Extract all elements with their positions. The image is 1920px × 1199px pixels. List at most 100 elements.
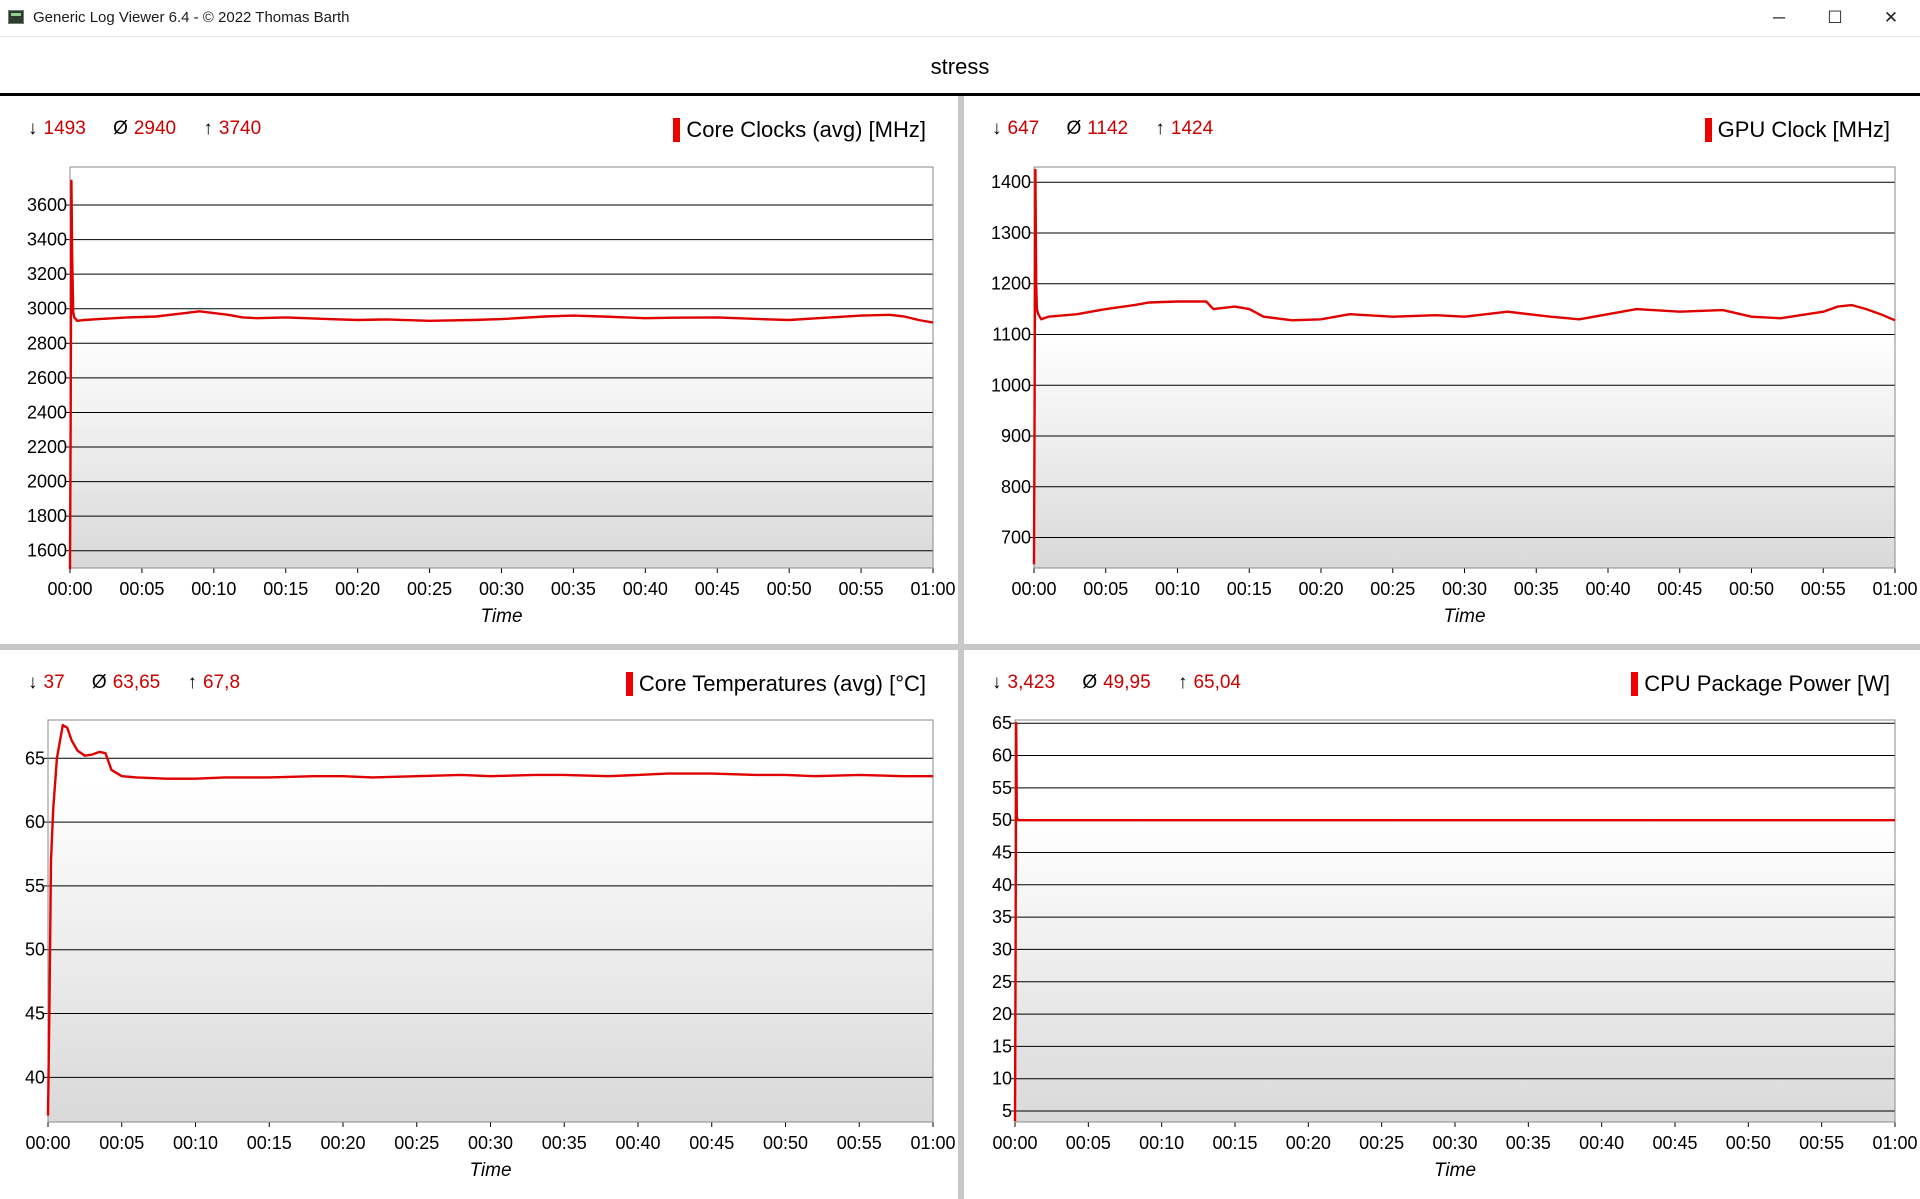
plot-border (47, 719, 934, 1123)
y-tick-label: 1800 (27, 506, 67, 526)
y-tick-label: 40 (992, 875, 1012, 895)
y-tick-label: 1000 (991, 375, 1031, 395)
chart-panel-core-temps: ↓ 37 Ø 63,65 ↑ 67,8 Core Temperatures (avg)… (0, 650, 958, 1198)
chart-svg[interactable]: 1600 1800 2000 2200 2400 2600 2800 3000 3200 3400… (0, 96, 958, 644)
x-tick-label: 00:50 (1729, 579, 1774, 599)
x-tick-label: 00:10 (173, 1133, 218, 1153)
series-line (1032, 168, 1896, 565)
chart-title-text: GPU Clock [MHz] (1717, 117, 1890, 142)
x-tick-label: 00:20 (1298, 579, 1343, 599)
max-arrow-icon: ↑ (187, 672, 198, 693)
x-tick-label: 00:30 (468, 1133, 513, 1153)
x-tick-label: 00:55 (1801, 579, 1846, 599)
close-button[interactable]: ✕ (1883, 8, 1899, 27)
x-tick-label: 00:15 (247, 1133, 292, 1153)
x-tick-label: 00:20 (1286, 1133, 1331, 1153)
y-tick-label: 40 (25, 1067, 45, 1087)
stat-avg: 49,95 (1103, 672, 1151, 693)
y-tick-label: 2200 (27, 437, 67, 457)
x-tick-label: 00:05 (1083, 579, 1128, 599)
chart-title[interactable]: CPU Package Power [W] (1631, 671, 1890, 697)
minimize-button[interactable]: ─ (1772, 8, 1786, 27)
x-tick-label: 00:00 (1011, 579, 1056, 599)
stat-max: 3740 (218, 118, 262, 139)
x-tick-label: 00:00 (47, 579, 92, 599)
y-tick-label: 60 (25, 812, 45, 832)
chart-title[interactable]: Core Temperatures (avg) [°C] (625, 671, 926, 697)
y-tick-label: 3000 (27, 299, 67, 319)
legend-swatch (1704, 118, 1712, 142)
stat-max: 65,04 (1193, 672, 1241, 693)
avg-symbol-icon: Ø (91, 672, 107, 693)
x-tick-label: 00:50 (767, 579, 812, 599)
y-tick-label: 2600 (27, 368, 67, 388)
x-tick-label: 00:45 (695, 579, 740, 599)
window-title: Generic Log Viewer 6.4 - © 2022 Thomas B… (33, 9, 350, 26)
chart-title-text: Core Temperatures (avg) [°C] (638, 671, 926, 696)
x-tick-label: 00:55 (839, 579, 884, 599)
chart-title[interactable]: GPU Clock [MHz] (1704, 117, 1890, 143)
y-tick-label: 3400 (27, 230, 67, 250)
x-axis-label: Time (480, 606, 522, 627)
y-tick-label: 3600 (27, 195, 67, 215)
chart-svg[interactable]: 5 10 15 20 25 30 35 40 45 50 55 60 65 00:00 00:05 00:10… (964, 650, 1920, 1199)
plot-shading (1015, 820, 1895, 1122)
x-tick-label: 00:25 (407, 579, 452, 599)
x-tick-label: 00:05 (1066, 1133, 1111, 1153)
max-arrow-icon: ↑ (203, 118, 213, 139)
y-tick-label: 700 (1001, 528, 1031, 548)
y-tick-label: 60 (992, 746, 1012, 766)
y-tick-label: 45 (992, 842, 1012, 862)
x-tick-label: 00:30 (479, 579, 524, 599)
y-tick-label: 800 (1001, 477, 1031, 497)
chart-title[interactable]: Core Clocks (avg) [MHz] (673, 117, 926, 143)
log-header: stress (0, 36, 1920, 96)
panel-splitter-horizontal[interactable] (0, 644, 1920, 650)
stat-avg: 63,65 (112, 672, 161, 693)
x-axis-label: Time (1443, 606, 1485, 627)
x-tick-label: 01:00 (910, 1133, 955, 1153)
y-tick-label: 1300 (991, 223, 1031, 243)
x-tick-label: 00:10 (191, 579, 236, 599)
chart-stats: ↓ 3,423 Ø 49,95 ↑ 65,04 (992, 672, 1263, 694)
legend-swatch (1631, 672, 1639, 696)
x-tick-label: 01:00 (1872, 1133, 1917, 1153)
x-tick-label: 00:30 (1432, 1133, 1477, 1153)
x-tick-label: 00:45 (689, 1133, 734, 1153)
chart-stats: ↓ 1493 Ø 2940 ↑ 3740 (28, 118, 283, 140)
x-tick-label: 00:35 (542, 1133, 587, 1153)
y-tick-label: 1400 (991, 172, 1031, 192)
min-arrow-icon: ↓ (992, 672, 1002, 693)
chart-svg[interactable]: 700 800 900 1000 1100 1200 1300 1400 00:00 00:05 0… (964, 96, 1920, 644)
log-title: stress (930, 54, 990, 79)
x-tick-label: 00:45 (1652, 1133, 1697, 1153)
chart-svg[interactable]: 40 45 50 55 60 65 00:00 00:05 00:10 00:15 00:20 00:… (0, 650, 958, 1199)
stat-max: 67,8 (203, 672, 241, 693)
y-tick-label: 30 (992, 939, 1012, 959)
x-tick-label: 01:00 (910, 579, 955, 599)
x-tick-label: 00:10 (1155, 579, 1200, 599)
y-tick-label: 2800 (27, 333, 67, 353)
series-line (46, 723, 933, 1116)
series-line (68, 179, 934, 570)
chart-title-text: CPU Package Power [W] (1644, 671, 1890, 696)
chart-panel-gpu-clock: ↓ 647 Ø 1142 ↑ 1424 GPU Clock [MHz] 700 800 9… (964, 96, 1920, 644)
x-tick-label: 00:15 (263, 579, 308, 599)
x-tick-label: 00:55 (1799, 1133, 1844, 1153)
y-tick-label: 1100 (992, 325, 1031, 345)
x-tick-label: 00:35 (551, 579, 596, 599)
y-tick-label: 65 (992, 713, 1012, 733)
x-tick-label: 00:40 (1579, 1133, 1624, 1153)
stat-min: 37 (43, 672, 65, 693)
y-tick-label: 55 (992, 778, 1012, 798)
y-tick-label: 10 (992, 1069, 1012, 1089)
x-tick-label: 00:25 (394, 1133, 439, 1153)
avg-symbol-icon: Ø (113, 118, 128, 139)
x-tick-label: 00:40 (623, 579, 668, 599)
min-arrow-icon: ↓ (28, 672, 38, 693)
y-tick-label: 2400 (27, 402, 67, 422)
x-tick-label: 00:40 (1585, 579, 1630, 599)
maximize-button[interactable]: ☐ (1827, 8, 1843, 27)
window-titlebar: Generic Log Viewer 6.4 - © 2022 Thomas B… (0, 0, 1920, 37)
plot-shading (1034, 334, 1895, 568)
